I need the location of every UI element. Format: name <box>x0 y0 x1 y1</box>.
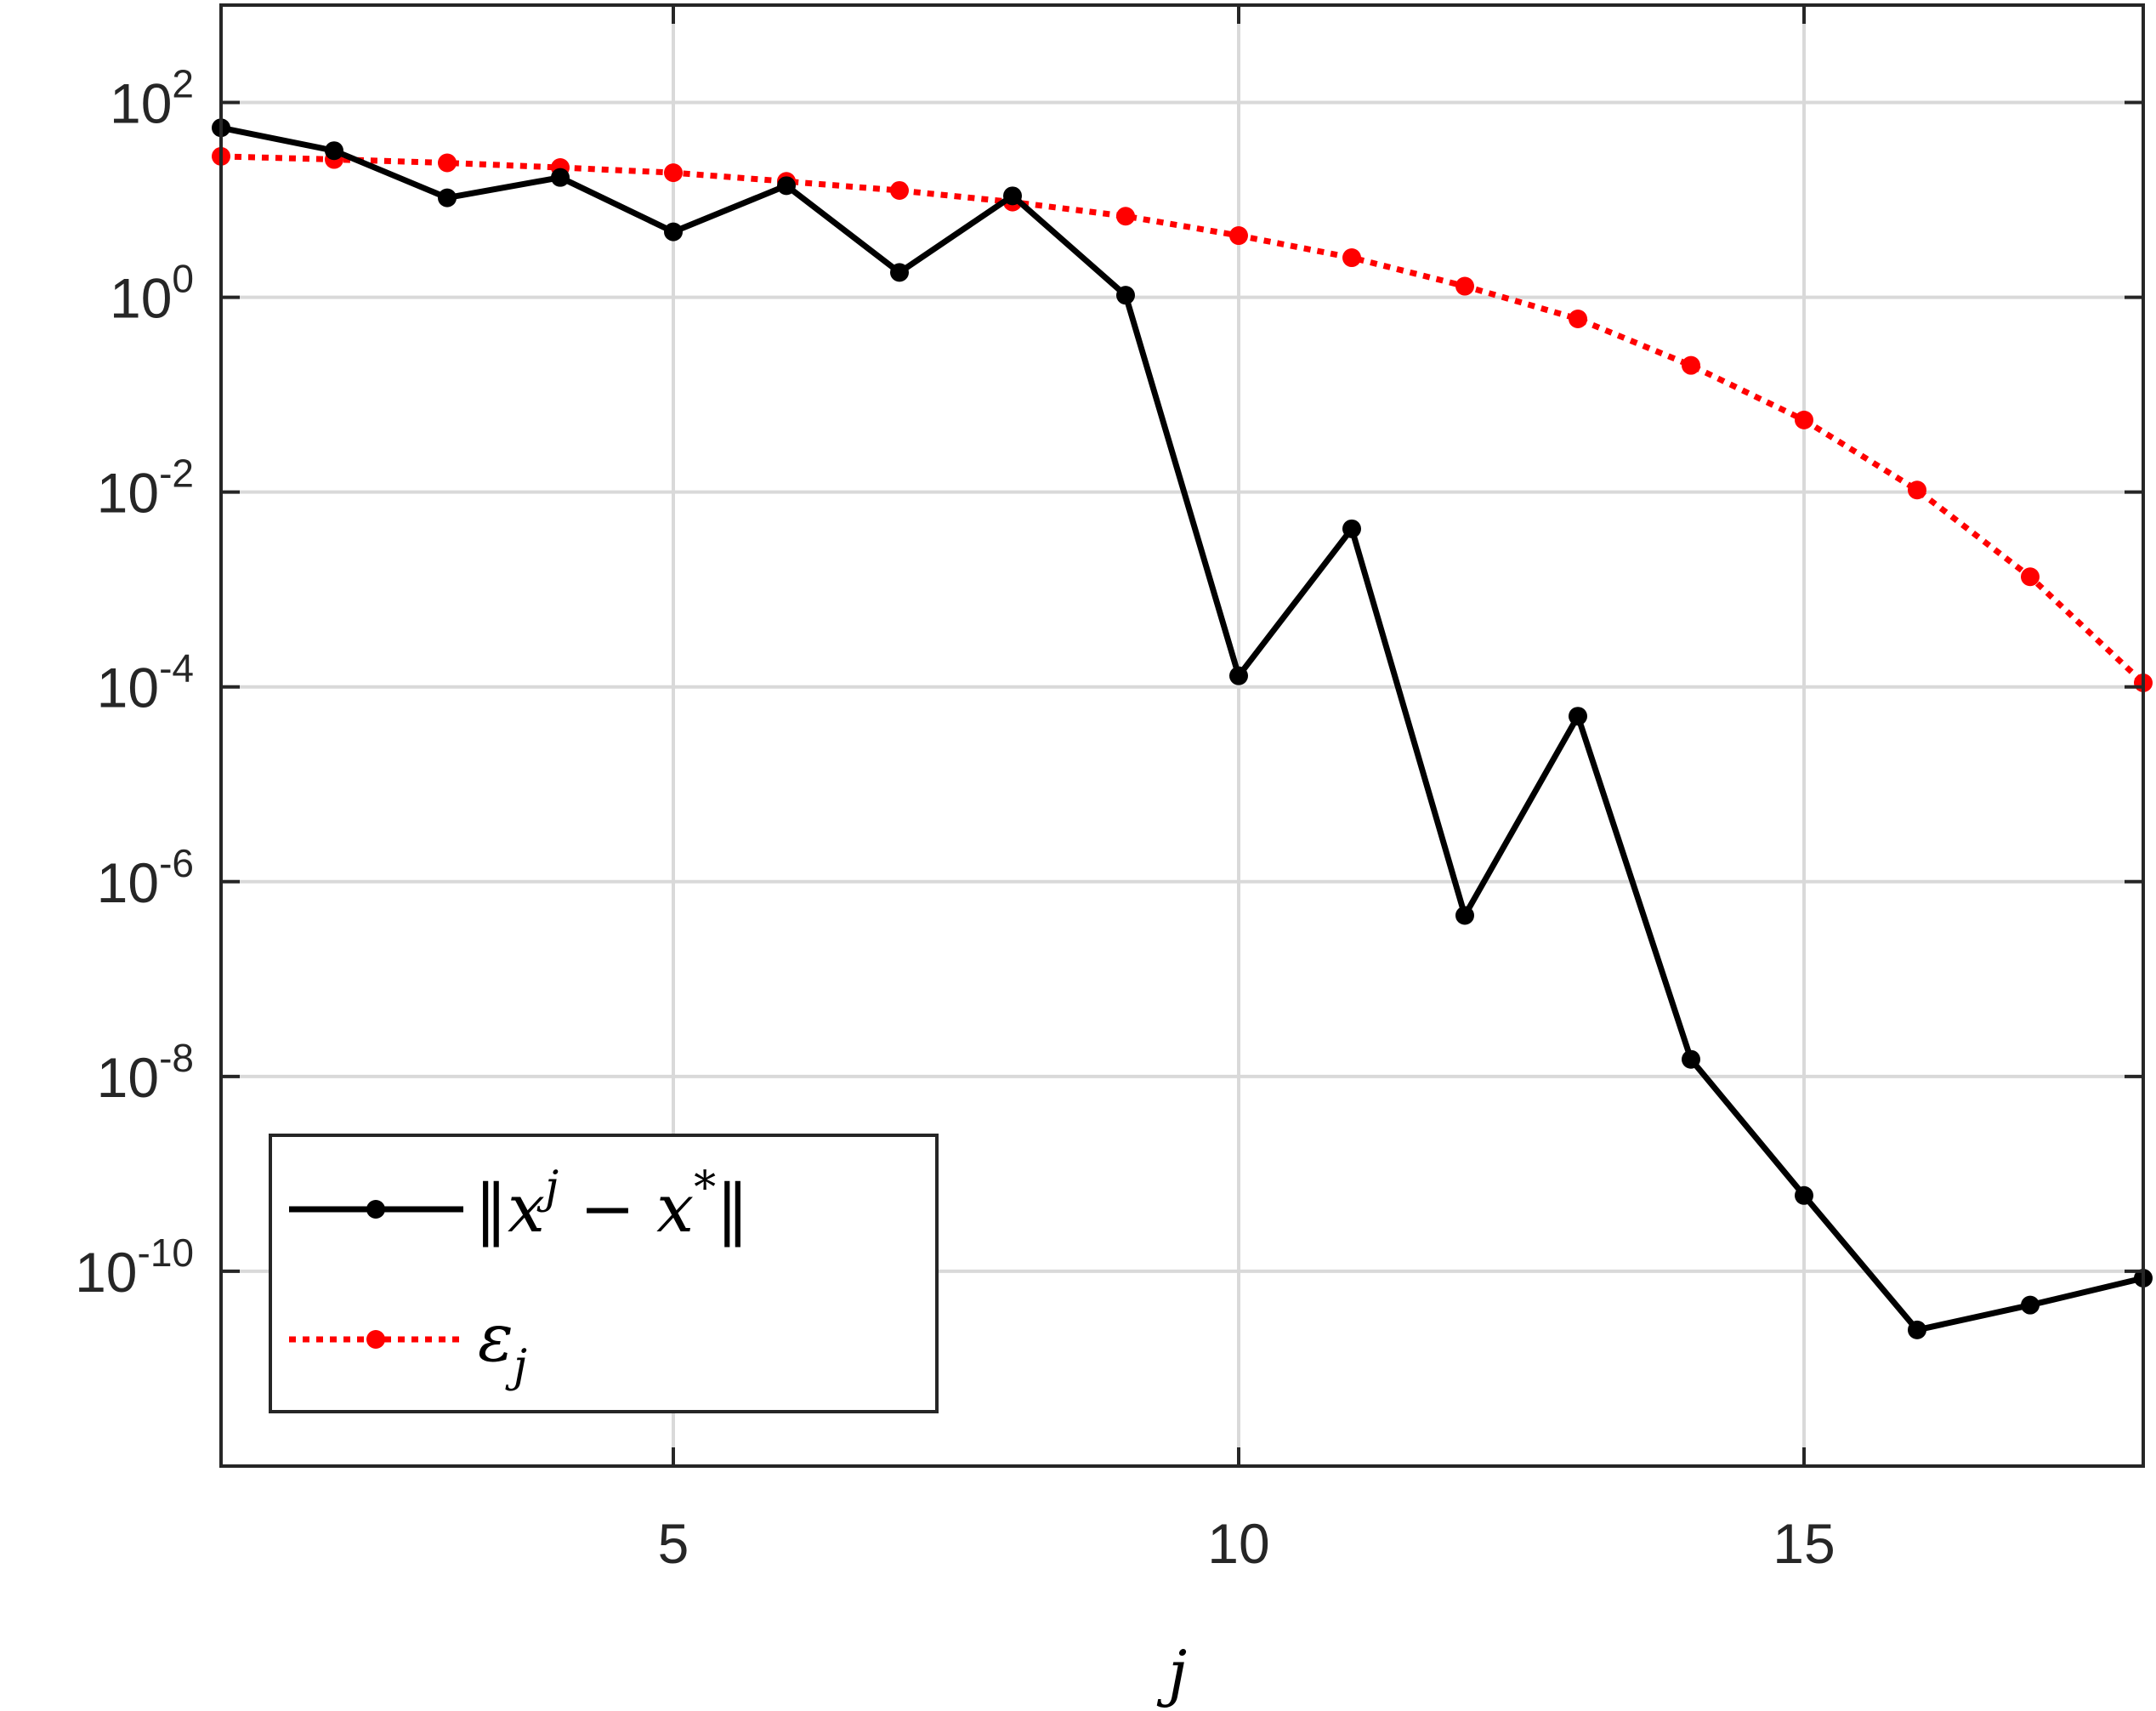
series-epsilon-point <box>1342 248 1361 268</box>
series-error-norm-point <box>1795 1185 1813 1205</box>
series-error-norm-point <box>1229 666 1248 685</box>
x-tick-label: 10 <box>1207 1512 1269 1575</box>
series-error-norm-point <box>890 263 909 282</box>
legend-entry-epsilon: εj <box>289 1300 527 1392</box>
plot-series <box>212 118 2153 1339</box>
series-epsilon-point <box>2021 567 2040 587</box>
series-error-norm-point <box>551 168 570 187</box>
legend-box <box>269 1134 939 1413</box>
y-tick-label: 10-8 <box>97 1036 194 1109</box>
series-error-norm-point <box>777 176 796 196</box>
x-axis-label: j <box>1156 1637 1187 1708</box>
series-epsilon-point <box>1569 310 1587 329</box>
series-epsilon-point <box>1795 410 1813 429</box>
series-epsilon-point <box>1116 207 1135 226</box>
x-tick-labels: 5 10 15 <box>658 1512 1835 1575</box>
series-epsilon-point <box>890 180 909 200</box>
series-epsilon-point <box>1455 276 1474 296</box>
series-error-norm-point <box>1908 1320 1926 1339</box>
series-epsilon-point <box>438 153 457 173</box>
series-epsilon-line <box>220 153 2146 685</box>
x-tick-label: 15 <box>1773 1512 1835 1575</box>
series-error-norm-point <box>2021 1295 2040 1315</box>
series-error-norm-point <box>1003 186 1022 206</box>
series-error-norm-point <box>1682 1049 1700 1069</box>
axis-ticks <box>221 5 2143 1466</box>
legend-label-error: ‖xj − x*‖ <box>474 1162 749 1248</box>
series-epsilon-point <box>664 163 683 183</box>
series-error-norm-point <box>325 141 343 161</box>
legend-label-epsilon: εj <box>478 1300 527 1392</box>
series-epsilon-point <box>1682 355 1700 375</box>
series-error-norm-point <box>664 222 683 242</box>
series-epsilon-point <box>1908 480 1926 500</box>
legend: ‖xj − x*‖ εj <box>269 1134 939 1413</box>
y-tick-label: 102 <box>110 62 194 135</box>
series-epsilon-point <box>1229 226 1248 246</box>
legend-swatch-error-marker <box>366 1200 385 1219</box>
series-error-norm-line <box>220 124 2144 1333</box>
series-error-norm-point <box>1342 519 1361 538</box>
y-tick-labels: 102 100 10-2 10-4 10-6 10-8 10-10 <box>75 62 194 1304</box>
series-error-norm-point <box>438 188 457 207</box>
series-epsilon <box>212 146 2153 692</box>
y-tick-label: 10-2 <box>97 452 194 525</box>
axes-box <box>219 3 2145 1468</box>
series-error-norm-point <box>1116 286 1135 305</box>
legend-swatch-epsilon-marker <box>366 1330 385 1349</box>
y-tick-label: 10-6 <box>97 841 194 914</box>
series-error-norm-point <box>1569 707 1587 726</box>
series-error-norm <box>212 118 2153 1339</box>
legend-entry-error: ‖xj − x*‖ <box>289 1162 749 1248</box>
y-tick-label: 10-4 <box>97 646 194 719</box>
series-error-norm-point <box>1455 906 1474 925</box>
x-tick-label: 5 <box>658 1512 689 1575</box>
y-tick-label: 10-10 <box>75 1231 194 1304</box>
y-tick-label: 100 <box>110 257 194 330</box>
